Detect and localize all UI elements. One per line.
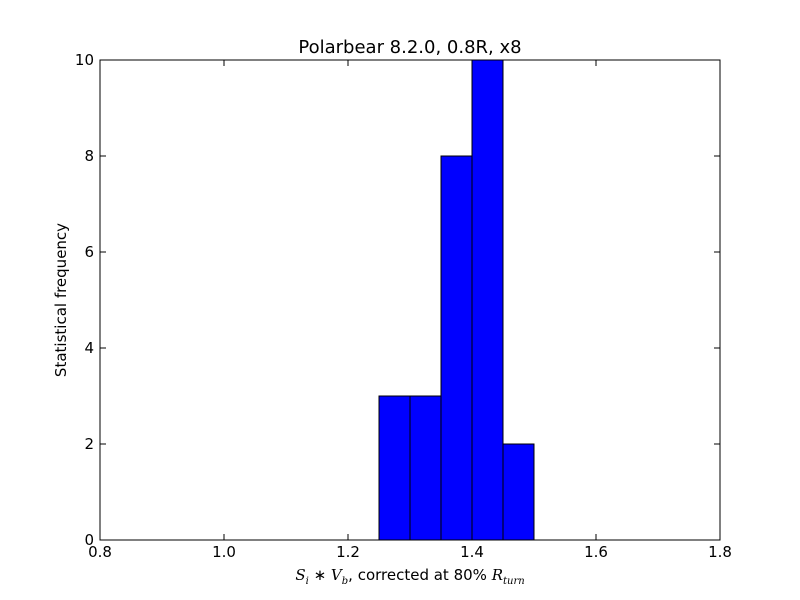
- x-axis-label: Si ∗ Vb, corrected at 80% Rturn: [295, 566, 524, 587]
- y-tick-label: 4: [84, 339, 94, 357]
- y-tick-label: 0: [84, 531, 94, 549]
- x-label-part: b: [342, 576, 348, 587]
- x-label-part: V: [331, 566, 344, 584]
- x-tick-label: 0.8: [88, 543, 112, 561]
- x-label-part: i: [306, 576, 309, 587]
- y-tick-label: 6: [84, 243, 94, 261]
- histogram-bar: [409, 395, 442, 541]
- x-tick-label: 1.2: [336, 543, 360, 561]
- x-tick-label: 1.4: [460, 543, 484, 561]
- y-axis-label: Statistical frequency: [52, 223, 70, 377]
- x-label-part: turn: [503, 576, 525, 587]
- histogram-bar: [440, 155, 473, 541]
- histogram-bar: [471, 59, 504, 541]
- y-tick-label: 10: [75, 51, 94, 69]
- x-label-part: ∗: [309, 566, 331, 584]
- x-tick-label: 1.0: [212, 543, 236, 561]
- histogram-bar: [502, 443, 535, 541]
- histogram-bar: [378, 395, 411, 541]
- x-label-part: , corrected at 80%: [348, 566, 492, 584]
- y-tick-label: 2: [84, 435, 94, 453]
- x-tick-label: 1.8: [708, 543, 732, 561]
- plot-frame: [99, 59, 721, 541]
- x-label-part: R: [491, 566, 503, 584]
- y-tick-label: 8: [84, 147, 94, 165]
- chart-title: Polarbear 8.2.0, 0.8R, x8: [298, 37, 521, 58]
- x-tick-label: 1.6: [584, 543, 608, 561]
- x-label-part: S: [295, 566, 305, 584]
